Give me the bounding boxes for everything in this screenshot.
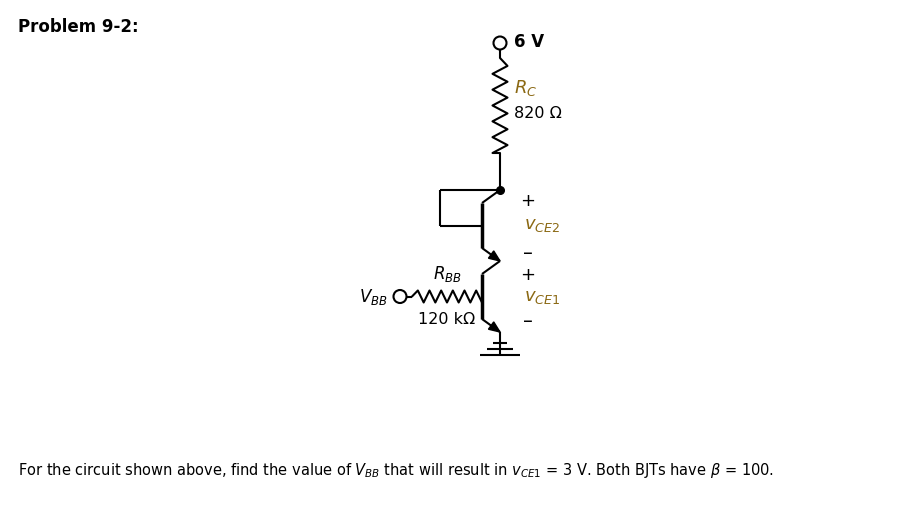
Text: +: +: [520, 192, 535, 209]
Text: –: –: [522, 244, 532, 263]
Text: $R_{BB}$: $R_{BB}$: [432, 264, 461, 283]
Text: Problem 9-2:: Problem 9-2:: [18, 18, 139, 36]
Text: 6 V: 6 V: [513, 33, 544, 51]
Text: $v_{CE2}$: $v_{CE2}$: [523, 216, 559, 235]
Text: $V_{BB}$: $V_{BB}$: [359, 287, 388, 306]
Text: $v_{CE1}$: $v_{CE1}$: [523, 288, 559, 305]
Text: +: +: [520, 266, 535, 283]
Text: 820 Ω: 820 Ω: [513, 106, 561, 121]
Polygon shape: [488, 251, 500, 261]
Text: –: –: [522, 312, 532, 331]
Text: 120 kΩ: 120 kΩ: [418, 312, 475, 327]
Polygon shape: [488, 322, 500, 332]
Text: $R_C$: $R_C$: [513, 78, 537, 98]
Text: For the circuit shown above, find the value of $V_{BB}$ that will result in $v_{: For the circuit shown above, find the va…: [18, 460, 773, 480]
